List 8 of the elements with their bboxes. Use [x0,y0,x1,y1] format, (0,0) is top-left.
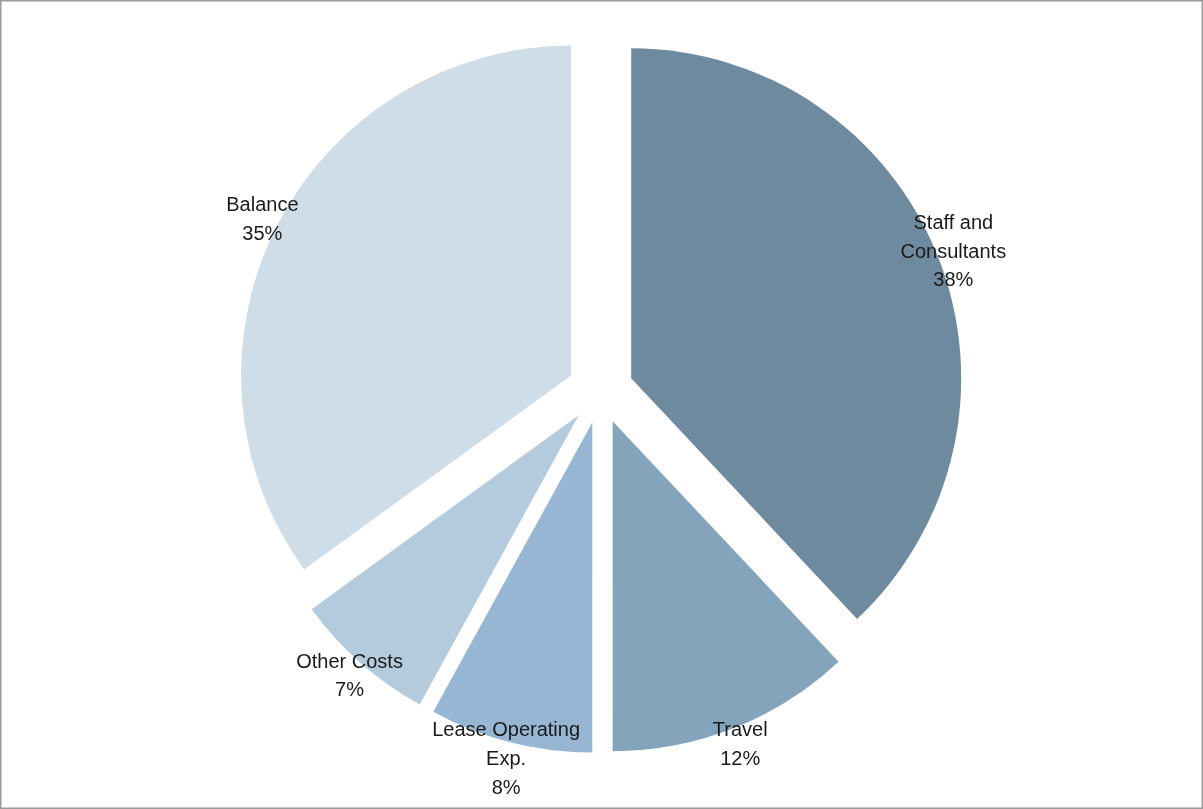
slice-label: Travel [712,718,768,741]
data-label: 7% [335,678,365,701]
data-label: 8% [491,775,521,798]
slice-label: Other Costs [296,649,403,672]
slice-label: Lease Operating Exp. [432,718,581,770]
data-label: 12% [720,746,761,769]
slice-label: Balance [226,192,299,215]
data-label: 35% [242,221,283,244]
